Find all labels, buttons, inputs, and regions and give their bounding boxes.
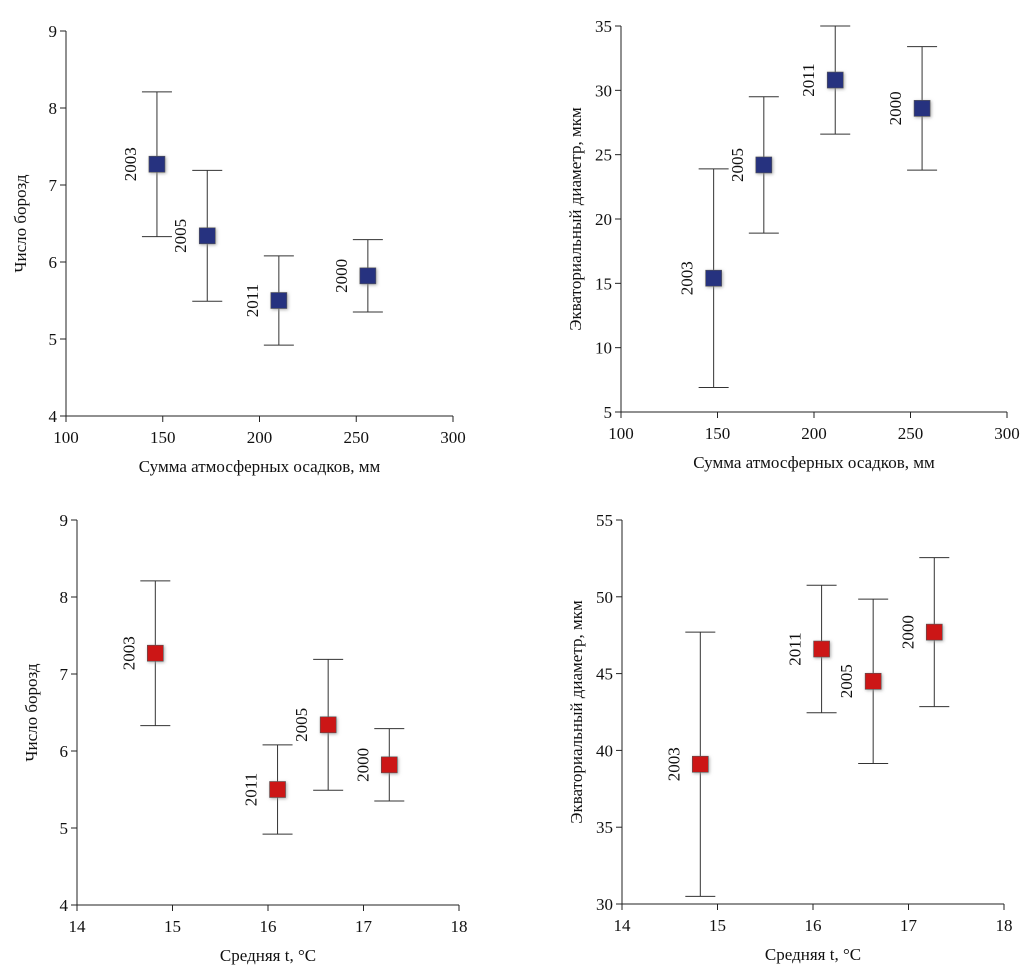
y-tick-label: 6: [49, 253, 58, 272]
y-tick-label: 50: [596, 588, 613, 607]
x-axis-label: Средняя t, °C: [765, 945, 861, 964]
x-tick-label: 250: [898, 424, 924, 443]
x-tick-label: 18: [996, 916, 1013, 935]
y-tick-label: 5: [604, 403, 613, 422]
y-axis-label: Число борозд: [11, 174, 30, 272]
marker: [269, 781, 286, 798]
y-tick-label: 25: [595, 146, 612, 165]
x-tick-label: 100: [608, 424, 634, 443]
y-tick-label: 4: [60, 896, 69, 915]
x-tick-label: 150: [150, 428, 176, 447]
x-tick-label: 300: [994, 424, 1020, 443]
point-label: 2005: [171, 219, 190, 253]
x-tick-label: 15: [164, 917, 181, 936]
x-tick-label: 17: [355, 917, 373, 936]
y-axis-label: Число борозд: [22, 663, 41, 761]
y-axis-label: Экваториальный диаметр, мкм: [566, 107, 585, 331]
point-label: 2005: [728, 148, 747, 182]
y-tick-label: 5: [60, 819, 69, 838]
y-tick-label: 35: [596, 818, 613, 837]
y-tick-label: 6: [60, 742, 69, 761]
marker: [813, 640, 830, 658]
point-label: 2003: [119, 636, 138, 670]
y-tick-label: 7: [60, 665, 69, 684]
panel: 4 5 6 7 8 9 100 150 200 250 300 Сумма атмосферных о…: [11, 22, 466, 476]
point-label: 2003: [121, 147, 140, 181]
y-tick-label: 9: [60, 511, 69, 530]
y-tick-label: 40: [596, 741, 613, 760]
y-axis-label: Экваториальный диаметр, мкм: [567, 600, 586, 824]
point-label: 2011: [243, 284, 262, 317]
point-label: 2011: [799, 63, 818, 96]
y-tick-label: 7: [49, 176, 58, 195]
y-tick-label: 30: [595, 81, 612, 100]
marker: [380, 756, 398, 774]
x-tick-label: 100: [53, 428, 79, 447]
marker: [198, 227, 216, 245]
x-tick-label: 15: [709, 916, 726, 935]
marker: [147, 644, 164, 662]
point-label: 2011: [786, 632, 805, 665]
point-label: 2000: [898, 615, 917, 649]
marker: [826, 71, 844, 89]
y-tick-label: 45: [596, 665, 613, 684]
point-label: 2005: [837, 664, 856, 698]
y-tick-label: 4: [49, 407, 58, 426]
x-axis-label: Средняя t, °C: [220, 946, 316, 965]
x-tick-label: 16: [805, 916, 822, 935]
x-axis-label: Сумма атмосферных осадков, мм: [139, 457, 381, 476]
x-tick-label: 18: [451, 917, 468, 936]
panel: 30 35 40 45 50 55 14 15 16 17 18 Средняя t, °C Экват…: [567, 511, 1013, 964]
y-tick-label: 9: [49, 22, 58, 41]
y-tick-label: 5: [49, 330, 58, 349]
point-label: 2003: [678, 261, 697, 295]
point-label: 2000: [886, 91, 905, 125]
x-tick-label: 16: [260, 917, 277, 936]
marker: [913, 100, 931, 117]
marker: [925, 623, 943, 641]
y-tick-label: 10: [595, 339, 612, 358]
point-label: 2011: [242, 773, 261, 806]
marker: [692, 755, 709, 773]
x-axis-label: Сумма атмосферных осадков, мм: [693, 453, 935, 472]
x-tick-label: 17: [900, 916, 918, 935]
x-tick-label: 200: [247, 428, 273, 447]
marker: [755, 156, 773, 174]
x-tick-label: 300: [440, 428, 466, 447]
x-tick-label: 250: [344, 428, 370, 447]
y-tick-label: 8: [49, 99, 58, 118]
x-tick-label: 200: [801, 424, 827, 443]
point-label: 2005: [292, 708, 311, 742]
y-tick-label: 35: [595, 17, 612, 36]
marker: [359, 267, 377, 285]
marker: [705, 269, 722, 287]
x-tick-label: 150: [705, 424, 731, 443]
marker: [148, 155, 166, 173]
point-label: 2000: [353, 748, 372, 782]
y-tick-label: 20: [595, 210, 612, 229]
panel: 4 5 6 7 8 9 14 15 16 17 18 Средняя t, °C Число бороз…: [22, 511, 468, 965]
marker: [864, 672, 882, 690]
x-tick-label: 14: [614, 916, 632, 935]
point-label: 2003: [664, 747, 683, 781]
y-tick-label: 55: [596, 511, 613, 530]
y-tick-label: 30: [596, 895, 613, 914]
marker: [319, 716, 337, 734]
panel: 5 10 15 20 25 30 35 100 150 200 250 300 Сумма атмосф…: [566, 17, 1020, 472]
point-label: 2000: [332, 259, 351, 293]
y-tick-label: 15: [595, 274, 612, 293]
x-tick-label: 14: [69, 917, 87, 936]
marker: [270, 292, 288, 309]
y-tick-label: 8: [60, 588, 69, 607]
